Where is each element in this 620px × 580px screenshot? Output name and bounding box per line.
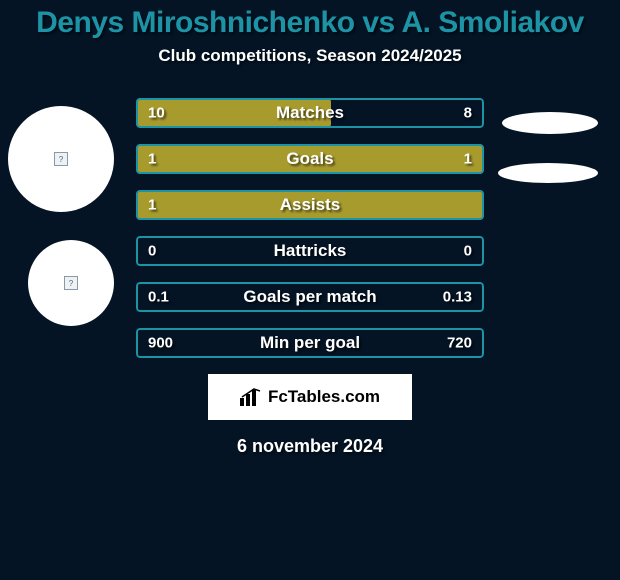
stat-value-right: 8 (464, 105, 472, 122)
site-logo: FcTables.com (208, 374, 412, 420)
stat-value-right: 0.13 (443, 289, 472, 306)
stat-row: 1Goals1 (136, 144, 484, 174)
player1-avatar: ? (8, 106, 114, 212)
subtitle: Club competitions, Season 2024/2025 (0, 46, 620, 66)
stat-value-right: 0 (464, 243, 472, 260)
image-placeholder-icon: ? (64, 276, 78, 290)
stat-label: Goals (136, 149, 484, 169)
stat-row: 0.1Goals per match0.13 (136, 282, 484, 312)
stat-row: 10Matches8 (136, 98, 484, 128)
stat-label: Hattricks (136, 241, 484, 261)
site-logo-text: FcTables.com (268, 387, 380, 407)
page-title: Denys Miroshnichenko vs A. Smoliakov (0, 0, 620, 40)
stat-bars: 10Matches81Goals11Assists0Hattricks00.1G… (136, 98, 484, 358)
stat-label: Min per goal (136, 333, 484, 353)
chart-icon (240, 388, 262, 406)
stat-row: 0Hattricks0 (136, 236, 484, 266)
stat-label: Goals per match (136, 287, 484, 307)
image-placeholder-icon: ? (54, 152, 68, 166)
stat-row: 1Assists (136, 190, 484, 220)
stat-value-right: 720 (447, 335, 472, 352)
stat-label: Assists (136, 195, 484, 215)
decorative-blob (498, 163, 598, 183)
player2-avatar: ? (28, 240, 114, 326)
decorative-blob (502, 112, 598, 134)
stat-row: 900Min per goal720 (136, 328, 484, 358)
comparison-area: ? ? 10Matches81Goals11Assists0Hattricks0… (0, 98, 620, 358)
date-label: 6 november 2024 (0, 436, 620, 457)
stat-value-right: 1 (464, 151, 472, 168)
stat-label: Matches (136, 103, 484, 123)
